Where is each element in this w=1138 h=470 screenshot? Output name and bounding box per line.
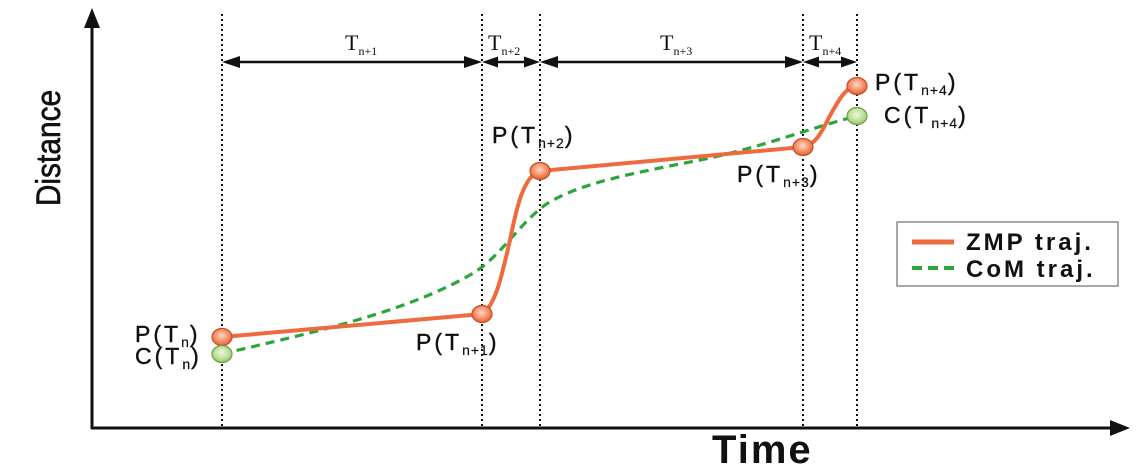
y-axis-arrowhead (84, 8, 100, 28)
label-p-tn2-prefix: P(T (492, 122, 538, 148)
label-p-tn3-subscript: n+3 (783, 174, 810, 190)
label-c-tn-suffix: ) (191, 343, 202, 369)
label-c-tn4: C(Tn+4) (884, 102, 969, 131)
interval-boundaries (221, 14, 858, 427)
label-p-tn-prefix: P(T (135, 321, 181, 347)
label-p-tn3: P(Tn+3) (737, 161, 820, 190)
label-c-tn4-suffix: ) (958, 102, 969, 128)
interval-2-subscript: n+2 (501, 44, 520, 58)
interval-4-label: Tn+4 (809, 30, 841, 58)
zmp-points (211, 76, 868, 347)
interval-2-base: T (488, 30, 502, 55)
zmp-point-tn1 (471, 304, 493, 324)
interval-4: Tn+4 (803, 30, 857, 68)
interval-2-left-arrowhead (482, 56, 498, 68)
label-p-tn1-subscript: n+1 (462, 342, 489, 358)
label-p-tn1-suffix: ) (489, 329, 500, 355)
com-point-tn4 (846, 106, 868, 126)
interval-3-left-arrowhead (540, 56, 558, 68)
interval-2-right-arrowhead (524, 56, 540, 68)
label-p-tn4-subscript: n+4 (921, 82, 948, 98)
interval-4-base: T (809, 30, 823, 55)
legend-box (896, 221, 1119, 287)
label-p-tn1: P(Tn+1) (416, 329, 499, 358)
com-points (211, 106, 868, 364)
label-p-tn2: P(Tn+2) (492, 122, 575, 151)
com-trajectory (221, 114, 858, 356)
interval-3-base: T (660, 30, 674, 55)
legend: ZMP traj. CoM traj. (896, 221, 1119, 287)
zmp-point-tn2 (529, 161, 551, 181)
interval-dimensions: Tn+1 Tn+2 Tn+3 Tn+4 (222, 30, 857, 68)
zmp-point-tn (211, 327, 233, 347)
zmp-point-tn3 (792, 137, 814, 157)
axes: Distance Time (29, 8, 1130, 470)
interval-2-label: Tn+2 (488, 30, 520, 58)
label-p-tn4-prefix: P(T (875, 69, 921, 95)
legend-zmp-label: ZMP traj. (966, 229, 1094, 256)
label-p-tn4-suffix: ) (948, 69, 959, 95)
label-p-tn1-prefix: P(T (416, 329, 462, 355)
y-axis-label: Distance (29, 90, 67, 206)
label-p-tn-subscript: n (181, 334, 190, 350)
com-point-tn (211, 344, 233, 364)
zmp-point-tn4 (846, 76, 868, 96)
label-p-tn-suffix: ) (190, 321, 201, 347)
label-c-tn4-subscript: n+4 (931, 115, 958, 131)
interval-2: Tn+2 (482, 30, 540, 68)
interval-1-left-arrowhead (222, 56, 240, 68)
legend-com-label: CoM traj. (966, 256, 1096, 283)
interval-4-right-arrowhead (841, 56, 857, 68)
label-c-tn-subscript: n (182, 356, 191, 372)
label-p-tn: P(Tn) (135, 321, 201, 350)
label-c-tn: C(Tn) (135, 343, 202, 372)
interval-1-label: Tn+1 (345, 30, 377, 58)
label-p-tn2-subscript: n+2 (538, 135, 565, 151)
label-c-tn-prefix: C(T (135, 343, 182, 369)
label-c-tn4-prefix: C(T (884, 102, 931, 128)
interval-3-right-arrowhead (785, 56, 803, 68)
label-p-tn3-prefix: P(T (737, 161, 783, 187)
interval-1-subscript: n+1 (358, 44, 377, 58)
interval-1: Tn+1 (222, 30, 482, 68)
interval-4-left-arrowhead (803, 56, 819, 68)
label-p-tn4: P(Tn+4) (875, 69, 958, 98)
interval-1-right-arrowhead (464, 56, 482, 68)
interval-3-subscript: n+3 (673, 44, 692, 58)
interval-3-label: Tn+3 (660, 30, 692, 58)
label-p-tn3-suffix: ) (810, 161, 821, 187)
label-p-tn2-suffix: ) (565, 122, 576, 148)
x-axis-arrowhead (1110, 420, 1130, 436)
x-axis-label: Time (712, 428, 813, 470)
point-labels: P(Tn) C(Tn) P(Tn+1) P(Tn+2) P(Tn+3) P(Tn… (135, 69, 969, 372)
interval-4-subscript: n+4 (822, 44, 841, 58)
interval-1-base: T (345, 30, 359, 55)
interval-3: Tn+3 (540, 30, 803, 68)
